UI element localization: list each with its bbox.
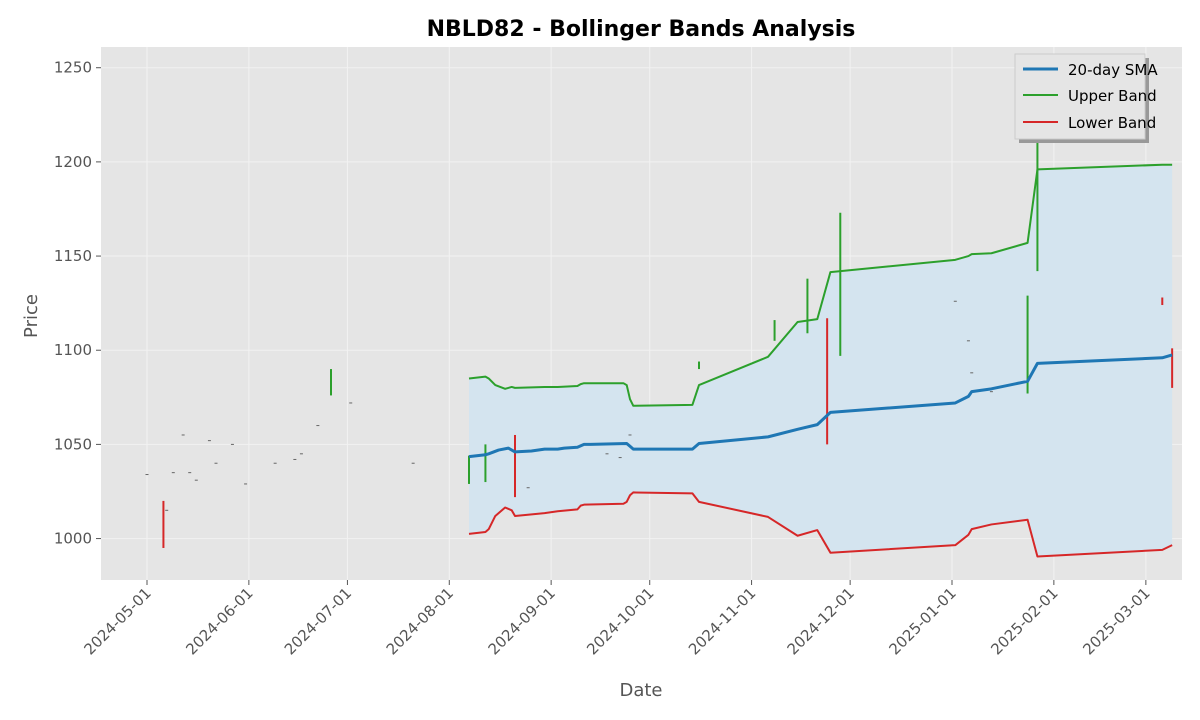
x-tick-label: 2024-09-01 (485, 584, 559, 658)
legend-label-lower: Lower Band (1068, 114, 1156, 132)
y-tick-label: 1100 (54, 341, 92, 359)
upper-band-line (468, 163, 1173, 407)
x-axis-ticks: 2024-05-01 2024-06-01 2024-07-01 2024-08-01… (80, 580, 1154, 658)
x-tick-label: 2025-02-01 (987, 584, 1061, 658)
y-tick-label: 1150 (54, 247, 92, 265)
y-tick-label: 1050 (54, 435, 92, 453)
x-tick-label: 2024-10-01 (583, 584, 657, 658)
x-tick-label: 2024-06-01 (182, 584, 256, 658)
minor-marks (145, 300, 993, 511)
series-lines (468, 163, 1173, 558)
x-tick-label: 2024-12-01 (784, 584, 858, 658)
y-axis-label: Price (21, 294, 42, 338)
legend: 20-day SMA Upper Band Lower Band (1014, 53, 1158, 143)
y-tick-label: 1000 (54, 530, 92, 548)
x-tick-label: 2025-01-01 (885, 584, 959, 658)
y-tick-label: 1200 (54, 153, 92, 171)
y-tick-label: 1250 (54, 59, 92, 77)
chart-title: NBLD82 - Bollinger Bands Analysis (427, 17, 856, 42)
x-tick-label: 2024-11-01 (685, 584, 759, 658)
legend-label-upper: Upper Band (1068, 87, 1157, 105)
band-fill-area (469, 164, 1173, 557)
x-axis-label: Date (619, 680, 662, 701)
y-axis-ticks: 1000 1050 1100 1150 1200 1250 (54, 59, 101, 548)
legend-label-sma: 20-day SMA (1068, 61, 1158, 79)
sma-line (468, 353, 1173, 459)
lower-band-line (468, 491, 1173, 558)
x-tick-label: 2024-05-01 (80, 584, 154, 658)
x-tick-label: 2024-08-01 (383, 584, 457, 658)
x-tick-label: 2025-03-01 (1079, 584, 1153, 658)
x-tick-label: 2024-07-01 (281, 584, 355, 658)
